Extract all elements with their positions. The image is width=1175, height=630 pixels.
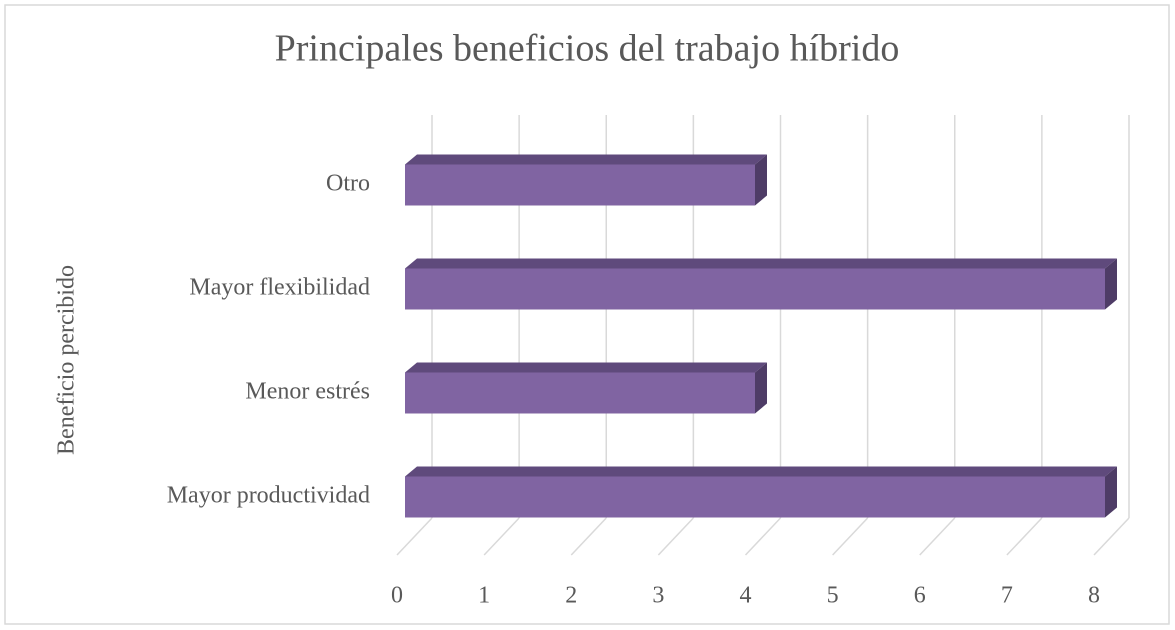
y-tick-label: Mayor productividad: [167, 483, 370, 509]
x-tick-label: 0: [391, 583, 403, 609]
x-tick-label: 1: [478, 583, 490, 609]
chart-title: Principales beneficios del trabajo híbri…: [275, 28, 900, 70]
x-tick-label: 5: [827, 583, 839, 609]
x-tick-label: 6: [914, 583, 926, 609]
bar: [405, 268, 1105, 310]
chart-frame: [4, 4, 1170, 625]
bar: [405, 164, 755, 206]
floor-line: [744, 517, 782, 556]
floor-line: [483, 517, 520, 556]
y-axis-label: Beneficio percibido: [54, 265, 80, 455]
bar-top: [405, 466, 1117, 477]
floor-line: [919, 517, 956, 556]
bar-top: [405, 258, 1117, 269]
bar: [405, 372, 755, 414]
floor-line: [832, 517, 869, 556]
bar-top: [405, 362, 767, 373]
floor-line: [396, 517, 433, 556]
bar-side: [1105, 466, 1117, 518]
y-tick-label: Otro: [326, 171, 370, 197]
y-tick-label: Mayor flexibilidad: [189, 275, 370, 301]
floor-line: [657, 517, 694, 556]
x-tick-label: 8: [1088, 583, 1100, 609]
bar-top: [405, 154, 767, 165]
bar-side: [1105, 258, 1117, 310]
bar-side: [755, 154, 767, 206]
x-tick-label: 3: [652, 583, 664, 609]
bar-side: [755, 362, 767, 414]
x-tick-label: 4: [740, 583, 752, 609]
y-tick-label: Menor estrés: [245, 379, 370, 405]
floor-line: [1093, 517, 1130, 556]
floor-line: [570, 517, 607, 556]
floor-line: [1006, 517, 1043, 556]
x-tick-label: 7: [1001, 583, 1013, 609]
x-tick-label: 2: [565, 583, 577, 609]
bar: [405, 476, 1105, 518]
